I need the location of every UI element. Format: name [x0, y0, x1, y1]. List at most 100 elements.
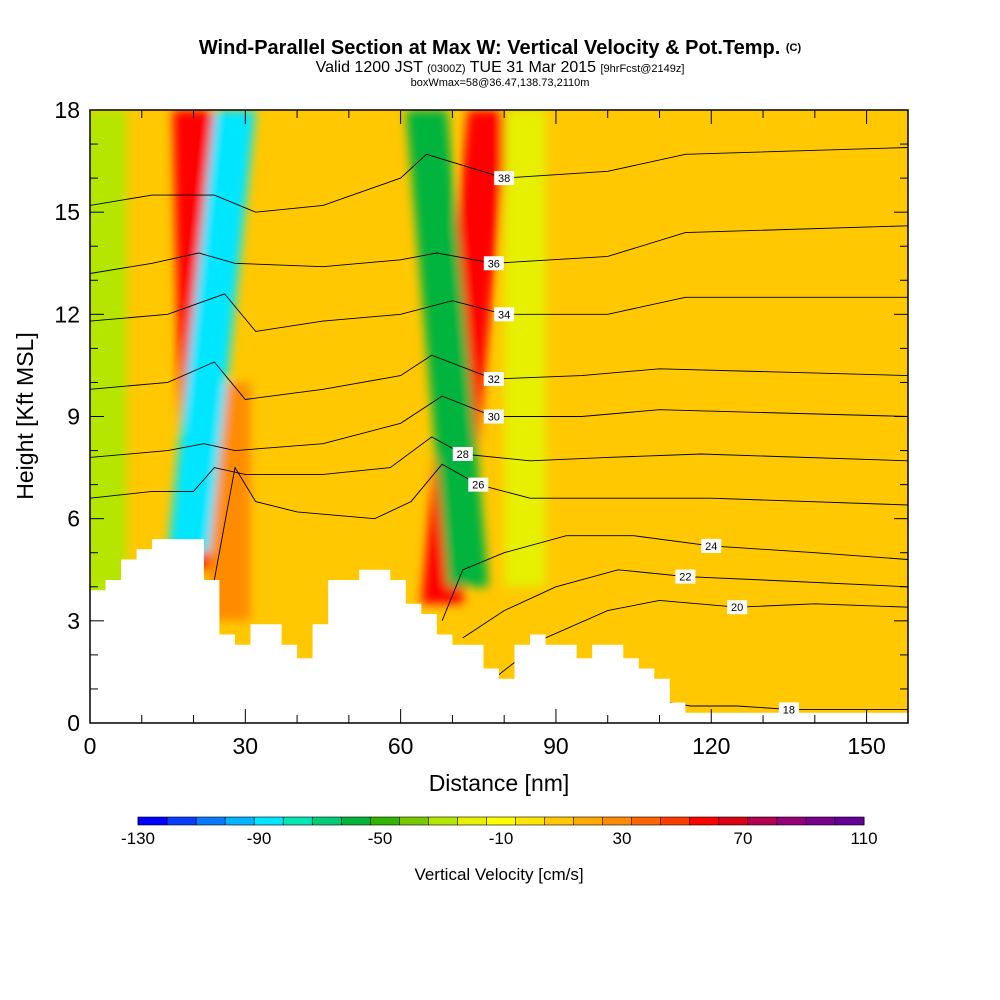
colorbar-swatch — [428, 817, 458, 825]
contour-label-box — [778, 702, 799, 717]
valid-date: TUE 31 Mar 2015 — [469, 59, 597, 76]
pot-temp-contour — [90, 147, 908, 213]
chart-title: Wind-Parallel Section at Max W: Vertical… — [0, 36, 1000, 60]
y-tick-label: 9 — [67, 404, 80, 430]
pot-temp-contour — [441, 535, 908, 621]
contour-label: 24 — [705, 541, 717, 553]
colorbar-tick-label: 70 — [734, 829, 753, 848]
colorbar-tick-label: 110 — [850, 829, 877, 848]
pot-temp-contour — [462, 569, 908, 639]
colorbar-swatch — [486, 817, 517, 825]
y-axis-label: Height [Kft MSL] — [12, 332, 38, 499]
valid-time: Valid 1200 JST — [315, 59, 423, 76]
contour-label-box — [468, 477, 489, 492]
velocity-feature — [167, 110, 256, 553]
contour-label: 28 — [457, 449, 469, 461]
contour-label: 22 — [679, 572, 691, 584]
colorbar-label: Vertical Velocity [cm/s] — [414, 865, 583, 884]
colorbar-swatch — [196, 817, 226, 825]
colorbar-swatch — [689, 817, 720, 825]
colorbar-swatch — [573, 817, 604, 825]
colorbar-swatch — [544, 817, 575, 825]
y-tick-label: 18 — [54, 97, 80, 123]
terrain — [90, 539, 908, 723]
contour-label: 34 — [498, 309, 510, 321]
colorbar-swatch — [167, 817, 197, 825]
contour-label: 26 — [472, 480, 484, 492]
colorbar-swatch — [602, 817, 633, 825]
contour-label-box — [727, 600, 748, 615]
colorbar-swatch — [515, 817, 546, 825]
forecast-info: [9hrFcst@2149z] — [600, 63, 685, 75]
x-tick-label: 90 — [543, 733, 569, 759]
chart-title-text: Wind-Parallel Section at Max W: Vertical… — [198, 37, 781, 59]
velocity-feature — [405, 110, 489, 587]
pot-temp-contour — [90, 436, 908, 499]
chart-subtitle: Valid 1200 JST (0300Z) TUE 31 Mar 2015 [… — [0, 60, 1000, 77]
x-tick-label: 120 — [692, 733, 730, 759]
pot-temp-contour — [90, 293, 908, 332]
contour-label-box — [452, 446, 473, 461]
colorbar-swatch — [370, 817, 400, 825]
colorbar-tick-label: -130 — [121, 829, 155, 848]
contour-label: 20 — [731, 602, 743, 614]
pot-temp-contour — [90, 225, 908, 274]
x-tick-label: 0 — [84, 733, 97, 759]
title-block: Wind-Parallel Section at Max W: Vertical… — [0, 36, 1000, 89]
valid-zulu: (0300Z) — [427, 63, 466, 75]
y-tick-label: 3 — [67, 608, 80, 634]
y-tick-label: 12 — [54, 301, 80, 327]
colorbar-swatch — [341, 817, 371, 825]
x-tick-label: 150 — [847, 733, 885, 759]
colorbar-swatch — [312, 817, 342, 825]
y-tick-label: 6 — [67, 506, 80, 532]
contour-label: 38 — [498, 173, 510, 185]
y-tick-label: 15 — [54, 199, 80, 225]
x-tick-label: 30 — [233, 733, 259, 759]
colorbar-swatch — [718, 817, 749, 825]
contour-label: 30 — [488, 412, 500, 424]
x-axis: 0 30 60 90 120 150 — [84, 110, 886, 759]
colorbar-swatch — [631, 817, 662, 825]
y-tick-label: 0 — [67, 710, 80, 736]
velocity-feature — [90, 110, 127, 604]
colorbar-tick-label: -90 — [247, 829, 272, 848]
chart-title-mark: (C) — [785, 42, 802, 54]
box-info: boxWmax=58@36.47,138.73,2110m — [410, 77, 590, 89]
contour-labels: 18 20 22 24 26 28 30 32 34 36 38 — [452, 171, 799, 717]
colorbar-swatch — [283, 817, 313, 825]
colorbar-swatch — [457, 817, 487, 825]
contour-label: 36 — [488, 258, 500, 270]
contour-label: 18 — [783, 704, 795, 716]
colorbar: -130 -90 -50 -10 30 70 110 — [121, 816, 878, 848]
colorbar-tick-label: -10 — [489, 829, 514, 848]
contour-label-box — [483, 372, 504, 387]
colorbar-tick-label: 30 — [613, 829, 632, 848]
contour-label-box — [675, 569, 696, 584]
pot-temp-contour — [90, 354, 908, 400]
pot-temp-contour — [213, 463, 908, 581]
colorbar-swatch — [747, 817, 778, 825]
pot-temp-contour — [90, 395, 908, 458]
colorbar-swatch — [254, 817, 284, 825]
colorbar-swatch — [399, 817, 429, 825]
colorbar-swatch — [225, 817, 255, 825]
x-tick-label: 60 — [388, 733, 414, 759]
contour-label-box — [494, 307, 515, 322]
colorbar-swatch — [138, 817, 168, 825]
colorbar-swatch — [776, 817, 807, 825]
colorbar-swatch — [834, 817, 865, 825]
contour-label-box — [483, 256, 504, 271]
contour-label: 32 — [488, 374, 500, 386]
colorbar-swatch — [660, 817, 691, 825]
velocity-field — [90, 110, 546, 621]
velocity-feature — [504, 110, 546, 587]
colorbar-tick-label: -50 — [368, 829, 393, 848]
x-axis-label: Distance [nm] — [429, 770, 570, 796]
colorbar-swatch — [805, 817, 836, 825]
contour-label-box — [701, 538, 722, 553]
contour-label-box — [494, 171, 515, 186]
contour-label-box — [483, 409, 504, 424]
